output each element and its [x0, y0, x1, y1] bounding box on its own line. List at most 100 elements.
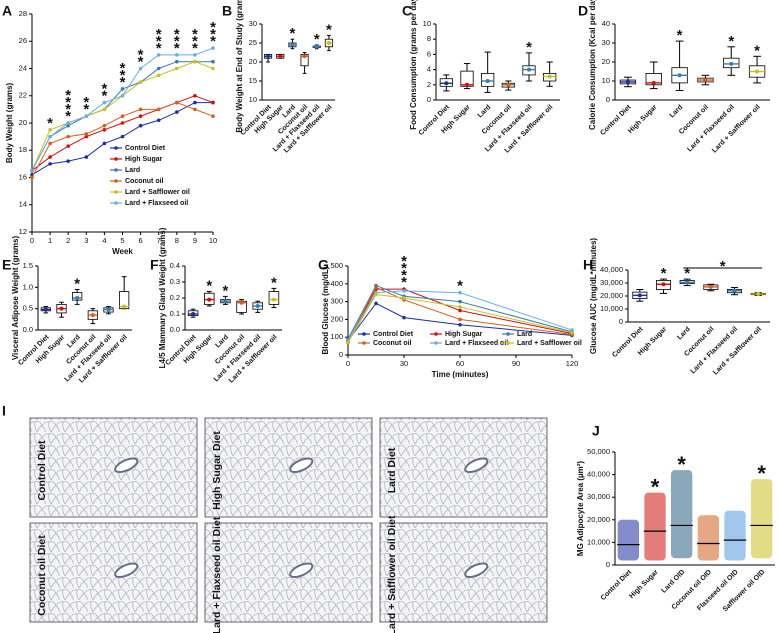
- y-tick-label: 20,000: [587, 515, 610, 524]
- y-tick-label: 20: [19, 118, 27, 127]
- image-caption: Lard + Flaxseed oil Diet: [211, 516, 223, 633]
- point: [138, 66, 143, 71]
- point: [346, 340, 350, 345]
- y-tick-label: 100: [330, 332, 343, 341]
- x-axis-title: Time (minutes): [432, 370, 489, 379]
- point: [120, 87, 125, 91]
- legend-label: Lard + Flaxseed oil: [125, 200, 188, 207]
- point: [156, 107, 161, 112]
- point: [211, 66, 215, 71]
- x-axis-title: Week: [112, 247, 133, 256]
- point: [211, 59, 215, 64]
- y-tick-label: 28: [19, 9, 27, 18]
- significance-mark: *: [120, 67, 126, 84]
- median-dot: [703, 78, 708, 83]
- point: [175, 53, 179, 57]
- legend-label: Control Diet: [125, 145, 166, 152]
- point: [66, 134, 70, 139]
- y-tick-label: 14: [19, 200, 27, 209]
- y-tick-label: 40: [602, 19, 610, 28]
- legend-label: Lard + Safflower oil: [517, 340, 582, 347]
- legend-marker: [434, 341, 438, 345]
- legend-marker: [114, 201, 118, 205]
- point: [570, 328, 574, 332]
- y-tick-label: 0: [619, 317, 623, 326]
- point: [458, 322, 462, 327]
- point: [458, 290, 462, 295]
- panel-label: H: [583, 257, 593, 273]
- median-dot: [207, 297, 212, 302]
- y-tick-label: 30,000: [600, 278, 623, 287]
- point: [102, 123, 107, 128]
- point: [211, 46, 215, 50]
- significance-mark: *: [120, 60, 126, 77]
- point: [66, 121, 70, 125]
- point: [138, 80, 143, 84]
- point: [570, 330, 574, 335]
- point: [66, 123, 70, 128]
- median-dot: [122, 304, 127, 309]
- legend-marker: [362, 332, 366, 336]
- median-dot: [90, 313, 95, 318]
- point: [66, 159, 70, 163]
- median-dot: [326, 41, 331, 45]
- significance-mark: *: [720, 258, 726, 275]
- significance-mark: *: [156, 33, 162, 50]
- x-tick-label: 5: [120, 236, 124, 245]
- significance-mark: *: [677, 27, 683, 44]
- y-tick-label: 0.0: [23, 325, 33, 334]
- median-dot: [527, 67, 531, 72]
- point: [175, 110, 179, 114]
- point: [458, 308, 462, 313]
- duct: [289, 457, 314, 474]
- y-tick-label: 22: [19, 91, 27, 100]
- y-tick-label: 10: [602, 76, 610, 85]
- y-tick-label: 0: [427, 95, 431, 104]
- point: [193, 107, 197, 112]
- x-tick-label: Lard + Flaxseed oil: [686, 104, 736, 154]
- histology-image: [379, 522, 548, 623]
- point: [48, 134, 52, 139]
- point: [120, 93, 125, 98]
- point: [175, 59, 179, 64]
- y-tick-label: 50,000: [587, 447, 610, 456]
- x-tick-label: Lard: [676, 326, 692, 342]
- median-dot: [43, 307, 48, 312]
- x-tick-label: High Sugar: [628, 569, 660, 601]
- significance-mark: *: [65, 108, 71, 125]
- y-tick-label: 0: [606, 560, 610, 569]
- point: [84, 132, 89, 136]
- median-dot: [290, 42, 295, 47]
- significance-mark: *: [138, 46, 144, 63]
- x-tick-label: 6: [139, 236, 143, 245]
- median-dot: [651, 80, 656, 85]
- significance-mark: *: [101, 81, 107, 98]
- significance-mark: *: [401, 253, 407, 270]
- point: [402, 296, 406, 300]
- significance-mark: *: [289, 25, 295, 42]
- legend-label: Lard + Safflower oil: [125, 189, 190, 196]
- median-dot: [465, 82, 469, 87]
- median-dot: [191, 312, 196, 316]
- point: [193, 93, 197, 98]
- y-tick-label: 0.0: [170, 325, 180, 334]
- significance-mark: *: [314, 31, 320, 48]
- point: [156, 73, 161, 78]
- significance-mark: *: [728, 33, 734, 50]
- x-tick-label: 4: [102, 236, 106, 245]
- median-dot: [266, 54, 271, 59]
- median-dot: [278, 54, 283, 59]
- median-dot: [677, 73, 682, 78]
- median-dot: [255, 304, 260, 308]
- point: [156, 118, 161, 123]
- median-dot: [685, 280, 690, 285]
- panel-label: C: [402, 3, 412, 19]
- y-tick-label: 20: [602, 57, 610, 66]
- y-axis-title: Body Weight at End of Study (grams): [235, 0, 244, 133]
- x-tick-label: 60: [456, 359, 464, 368]
- point: [30, 175, 34, 180]
- median-dot: [729, 61, 734, 66]
- y-axis-title: MG Adipocyte Area (µm²): [576, 461, 585, 556]
- y-tick-label: 10: [249, 95, 257, 104]
- image-caption: High Sugar Diet: [211, 431, 223, 510]
